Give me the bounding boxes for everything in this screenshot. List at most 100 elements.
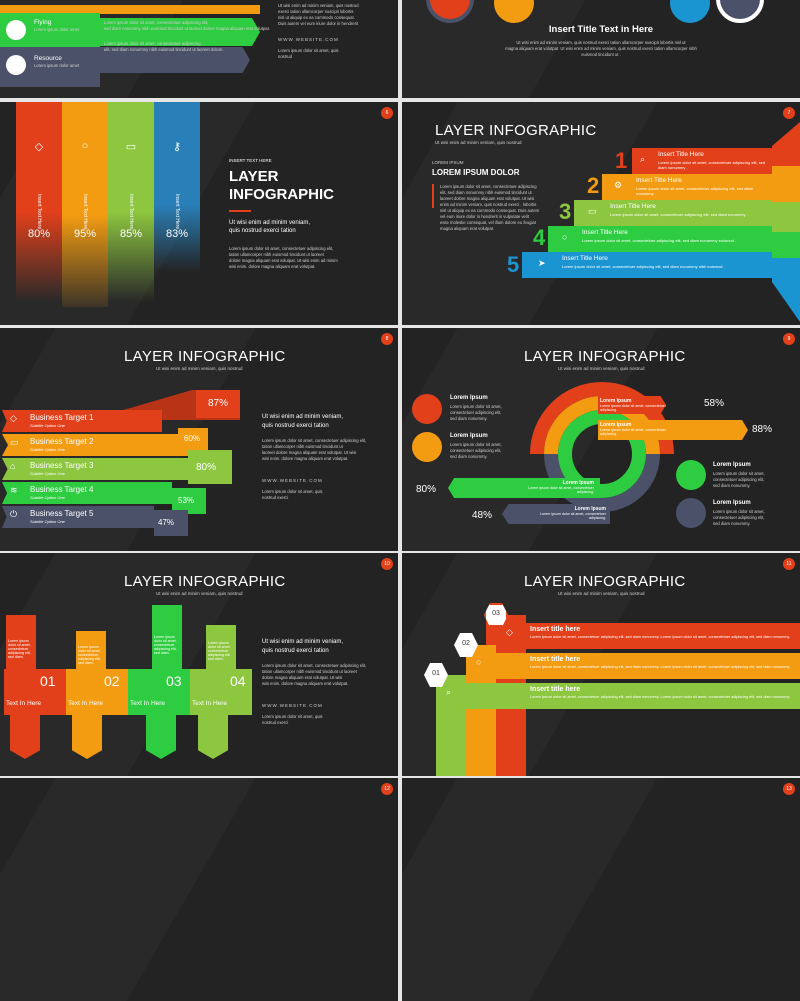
body-line: laoreet dolore magna aliquam erat volutp… — [440, 196, 535, 201]
row-text: Lorem ipsum dolor amet — [34, 27, 80, 32]
block-3-foot — [146, 715, 176, 759]
row-red — [526, 623, 800, 649]
body-line: tation ullamcorper nibh euismod tincidun… — [262, 669, 357, 674]
target-3-value-bar — [188, 450, 232, 484]
target-3-bar — [2, 458, 188, 480]
hex-badge — [424, 663, 448, 687]
item-text: consectetuer adipiscing elit, — [450, 448, 502, 453]
body-line: wisi enim. dolore magna aliquam erat vol… — [262, 456, 349, 461]
gear-icon: ⚙ — [614, 180, 623, 190]
column-2 — [62, 102, 108, 307]
bar-dark-ext — [100, 47, 250, 73]
slide-title: LAYER INFOGRAPHIC — [124, 573, 286, 590]
arc-text: Lorem ipsum dolor sit amet, consectetuer… — [600, 404, 666, 412]
slide-8[interactable]: 11 LAYER INFOGRAPHIC Ut wisi enim ad min… — [402, 553, 800, 776]
monitor-icon: ▭ — [125, 141, 137, 153]
lead-text: quis nostrud exerci tation — [262, 648, 329, 654]
website-link[interactable]: WWW.WEBSITE.COM — [262, 703, 323, 708]
row-line: sed diam nonummy nibh euismod tincidunt … — [104, 26, 270, 31]
target-subtitle: Subtitle Option One — [30, 519, 65, 524]
column-label: Insert Text Here — [174, 194, 180, 230]
search-icon: ⌕ — [640, 154, 646, 164]
step-title: Insert Title Here — [582, 229, 628, 236]
step-text: Lorem ipsum dolor sit amet, consectetuer… — [610, 212, 748, 217]
slide-4[interactable]: 7 LAYER INFOGRAPHIC Ut wisi enim ad mini… — [402, 102, 800, 325]
row-text: Lorem ipsum dolor sit amet, consectetuer… — [530, 695, 791, 699]
slide-2[interactable]: Insert Title Text in Here Ut wisi enim a… — [402, 0, 800, 98]
bar-yellow-ext — [100, 5, 260, 14]
small-text: Lorem ipsum dolor sit amet, quis — [262, 489, 323, 494]
bulb-icon: ○ — [81, 140, 89, 152]
body-line: euismod tincidunt ut . — [581, 52, 621, 57]
lead-text: Ut wisi enim ad minim veniam, — [262, 639, 344, 645]
block-label: Text In Here — [130, 700, 166, 707]
lead-text: Ut wisi enim ad minim veniam, — [229, 220, 311, 226]
target-4-bar — [2, 482, 172, 504]
website-link[interactable]: WWW.WEBSITE.COM — [278, 37, 339, 42]
plane-icon — [412, 394, 442, 424]
slide-title: LAYER INFOGRAPHIC — [435, 122, 597, 139]
body-line: magna aliquam erat volutpat. — [440, 226, 495, 231]
arc-percent: 88% — [752, 424, 773, 435]
item-text: sed diam nonummy. — [450, 416, 488, 421]
body-line: wisi enim. dolore magna aliquam erat vol… — [262, 681, 349, 686]
block-2 — [66, 669, 128, 715]
hex-number: 01 — [432, 670, 440, 677]
target-percent: 53% — [178, 496, 195, 505]
power-icon: ⏻ — [10, 509, 18, 519]
column-percent: 80% — [27, 228, 51, 240]
column-1 — [16, 102, 62, 302]
slide-1[interactable]: Flying Lorem ipsum dolor amet Resource L… — [0, 0, 398, 98]
cloud-icon — [676, 498, 706, 528]
arc-text: Lorem ipsum dolor sit amet, consectetuer… — [528, 486, 594, 494]
slide-5[interactable]: 8 LAYER INFOGRAPHIC Ut wisi enim ad mini… — [0, 328, 398, 551]
item-text: Lorem ipsum dolor sit amet, — [713, 509, 765, 514]
block-number: 03 — [166, 673, 182, 689]
monitor-icon — [676, 460, 706, 490]
tab-text: Lorem ipsum dolor sit amet, consectetuer… — [78, 645, 101, 665]
target-5-bar — [2, 506, 154, 528]
slide-title: LAYER — [229, 168, 279, 185]
slide-3[interactable]: 6 ◇ ○ ▭ ⚷ Insert Text Here Insert Text H… — [0, 102, 398, 325]
page-number: 11 — [783, 558, 795, 570]
step-text: Lorem ipsum dolor sit amet, consectetuer… — [658, 160, 766, 170]
tab-text: Lorem ipsum dolor sit amet, consectetuer… — [208, 641, 231, 661]
block-label: Text In Here — [192, 700, 228, 707]
step-bar-2 — [602, 174, 772, 200]
step-text: Lorem ipsum dolor sit amet, consectetuer… — [562, 264, 725, 269]
page-number: 9 — [783, 333, 795, 345]
row-green — [466, 683, 800, 709]
slide-10[interactable]: 13 — [402, 778, 800, 1001]
search-icon: ⌕ — [446, 687, 452, 697]
kicker: LOREM IPSUM — [432, 160, 464, 165]
body-line: Lorem ipsum dolor sit amet, consectetuer… — [262, 438, 367, 443]
column-percent: 95% — [73, 228, 97, 240]
block-1 — [4, 669, 66, 715]
slide-6[interactable]: 9 LAYER INFOGRAPHIC Ut wisi enim ad mini… — [402, 328, 800, 551]
item-text: sed diam nonummy. — [713, 483, 751, 488]
block-label: Text In Here — [6, 700, 42, 707]
body-line: dolore magna aliquam erat volutpat. Ut w… — [229, 258, 338, 263]
row-heading: Insert title here — [530, 656, 581, 663]
body-line: tation ullamcorper nibh euismod tincidun… — [262, 444, 343, 449]
slide-subtitle: Ut wisi enim ad minim veniam, quis nostr… — [558, 591, 645, 596]
circle-blue — [670, 0, 710, 23]
website-link[interactable]: WWW.WEBSITE.COM — [262, 478, 323, 483]
item-text: sed diam nonummy. — [713, 521, 751, 526]
slide-subtitle: Ut wisi enim ad minim veniam, quis nostr… — [156, 366, 243, 371]
item-text: consectetuer adipiscing elit, — [713, 515, 765, 520]
arc-label-4-bar — [502, 504, 610, 524]
row-line: Lorem ipsum dolor sit amet, consectetuer… — [104, 41, 201, 46]
slide-9[interactable]: 12 — [0, 778, 398, 1001]
row-line: Lorem ipsum dolor sit amet, consectetuer… — [104, 20, 209, 25]
diamond-icon: ◇ — [506, 627, 513, 637]
block-label: Text In Here — [68, 700, 104, 707]
target-subtitle: Subtitle Option One — [30, 471, 65, 476]
monitor-icon: ▭ — [10, 437, 19, 447]
target-percent: 60% — [184, 434, 201, 443]
slide-7[interactable]: 10 LAYER INFOGRAPHIC Ut wisi enim ad min… — [0, 553, 398, 776]
body-line: dolore magna aliquam erat volutpat. Ut w… — [262, 675, 343, 680]
column-percent: 83% — [165, 228, 189, 240]
column-percent: 85% — [119, 228, 143, 240]
item-heading: Lorem Ipsum — [713, 500, 751, 506]
